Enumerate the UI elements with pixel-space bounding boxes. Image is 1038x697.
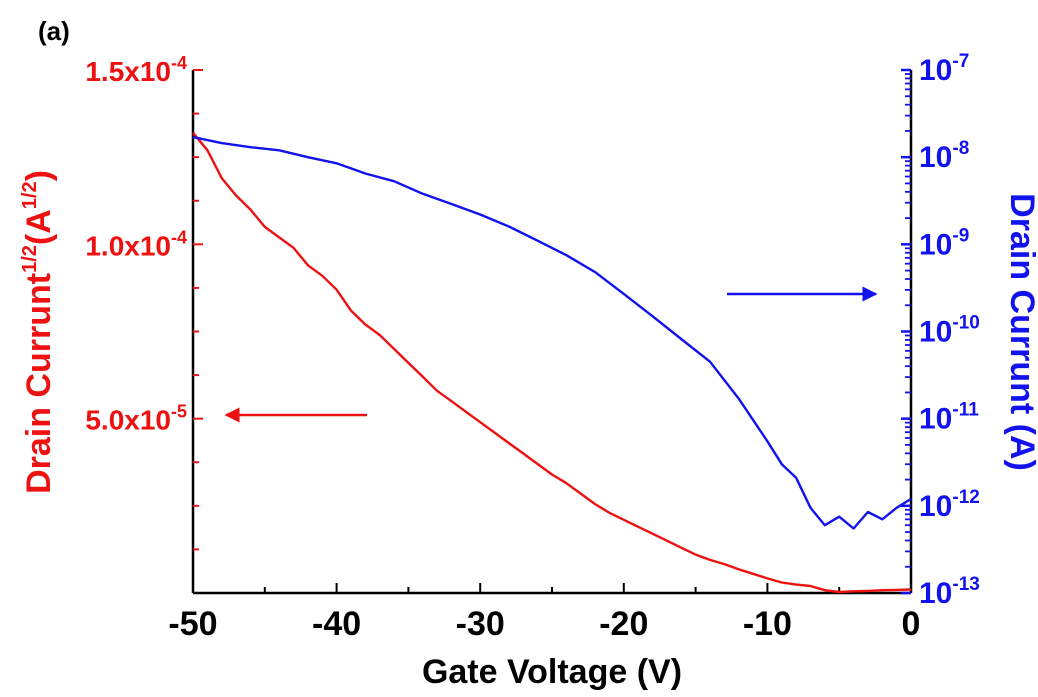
right-tick-label: 10-7	[919, 51, 969, 87]
left-tick-label: 5.0x10-5	[85, 402, 187, 436]
series-layer	[192, 132, 912, 594]
left-axis-label-unit-sup: 1/2	[19, 181, 41, 209]
right-tick-label: 10-10	[919, 313, 980, 349]
x-tick-label: -40	[312, 605, 361, 643]
right-tick-label: 10-9	[919, 225, 969, 261]
right-tick-label: 10-8	[919, 138, 969, 174]
x-tick-label: -50	[168, 605, 217, 643]
left-axis-ticks: 1.5x10-4 1.0x10-4 5.0x10-5	[85, 53, 203, 551]
left-axis-label: Drain Currunt1/2(A1/2)	[19, 170, 58, 494]
x-axis-ticks: -50 -40 -30 -20 -10 0	[168, 583, 920, 643]
right-axis-label: Drain Currunt (A)	[1003, 193, 1038, 471]
right-tick-label: 10-11	[919, 400, 979, 436]
right-tick-label: 10-13	[919, 574, 980, 610]
panel-label: (a)	[38, 16, 70, 46]
left-axis-label-text: Drain Currunt	[20, 273, 58, 494]
left-axis-label-unit: (A	[20, 209, 58, 245]
left-axis-label-sup: 1/2	[19, 245, 41, 273]
x-tick-label: 0	[902, 605, 921, 643]
left-axis-label-close: )	[20, 170, 58, 181]
plot-frame	[191, 70, 913, 595]
x-tick-label: -30	[456, 605, 505, 643]
series-line-sqrt-drain-current	[192, 132, 912, 594]
left-tick-label: 1.0x10-4	[85, 227, 187, 261]
x-tick-label: -20	[599, 605, 648, 643]
series-line-log-drain-current	[192, 135, 912, 530]
right-tick-label: 10-12	[919, 487, 980, 523]
x-axis-label: Gate Voltage (V)	[422, 653, 682, 691]
x-tick-label: -10	[743, 605, 792, 643]
right-axis-ticks: 10-7 10-8 10-9 10-10 10-11 10-12 10-13	[901, 51, 980, 610]
left-tick-label: 1.5x10-4	[85, 53, 187, 87]
